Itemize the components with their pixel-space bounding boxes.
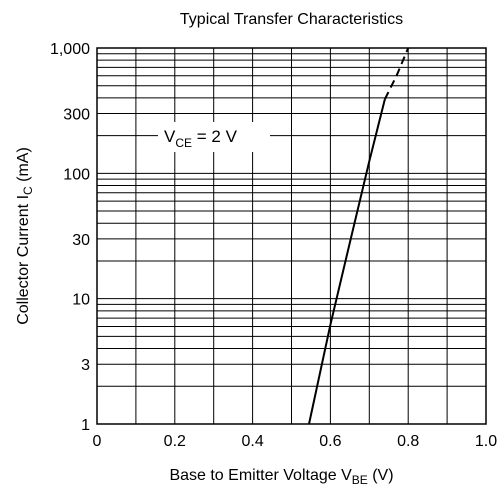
- y-tick-label: 300: [63, 107, 90, 124]
- chart-title: Typical Transfer Characteristics: [180, 11, 403, 28]
- x-tick-label: 0.4: [241, 433, 263, 450]
- x-tick-label: 0.8: [397, 433, 419, 450]
- x-tick-label: 1.0: [475, 433, 497, 450]
- x-tick-label: 0: [93, 433, 102, 450]
- labels: 0 0.2 0.4 0.6 0.8 1.0 1 3 10 30 100 300 1,000 Typical…: [15, 11, 497, 487]
- x-axis-label: Base to Emitter Voltage VBE (V): [169, 467, 393, 487]
- curve-dashed: [383, 47, 410, 100]
- curve-solid: [308, 99, 386, 425]
- annotation-background: [158, 122, 270, 152]
- plot-frame: [96, 47, 487, 425]
- y-tick-label: 3: [81, 357, 90, 374]
- y-tick-label: 1: [81, 417, 90, 434]
- series: [308, 47, 410, 425]
- x-tick-label: 0.6: [319, 433, 341, 450]
- axes: [96, 47, 487, 425]
- y-tick-label: 1,000: [50, 41, 90, 58]
- vce-annotation: VCE = 2 V: [164, 127, 238, 150]
- y-tick-label: 10: [72, 292, 90, 309]
- y-tick-label: 30: [72, 232, 90, 249]
- x-tick-label: 0.2: [164, 433, 186, 450]
- y-axis-label: Collector Current IC (mA): [15, 147, 35, 325]
- y-tick-label: 100: [63, 166, 90, 183]
- grid: [96, 48, 487, 424]
